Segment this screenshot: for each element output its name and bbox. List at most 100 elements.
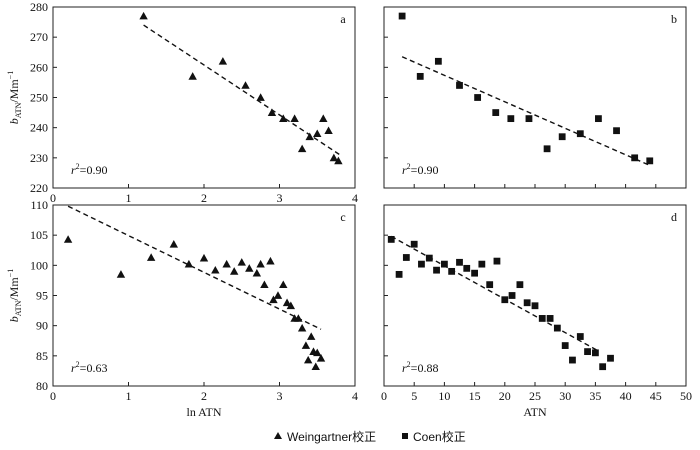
x-tick-label: 35	[589, 389, 601, 403]
data-point-triangle	[256, 259, 265, 268]
data-point-triangle	[260, 280, 269, 288]
data-point-square	[525, 115, 533, 123]
r-squared-label: r2=0.90	[402, 162, 438, 177]
panel-letter: a	[340, 12, 346, 26]
data-point-square	[561, 342, 569, 349]
data-point-triangle	[252, 268, 262, 277]
data-point-triangle	[273, 291, 283, 299]
data-point-square	[434, 57, 442, 65]
data-point-triangle	[237, 258, 246, 266]
data-point-square	[584, 348, 591, 356]
data-point-square	[646, 157, 654, 165]
data-point-square	[425, 254, 433, 262]
data-point-square	[433, 266, 440, 274]
panel-a: 0 1 2 3 4 220 230 240 250 260 270 280 a r2=0.90 bATN/M…	[6, 0, 358, 205]
fit-line	[390, 235, 599, 352]
x-tick-label: 0	[50, 191, 56, 205]
x-tick-label: 2	[201, 191, 207, 205]
data-point-triangle	[294, 314, 303, 322]
data-point-square	[531, 302, 539, 310]
data-point-triangle	[230, 267, 239, 275]
fit-line	[401, 56, 651, 167]
x-tick-label: 1	[126, 389, 132, 403]
data-point-triangle	[169, 240, 178, 248]
y-tick-label: 280	[30, 0, 48, 14]
data-point-triangle	[188, 72, 197, 80]
panel-c: 0 1 2 3 4 80 85 90 95 100 105 110 c r2=0.63 bATN/Mm−1 l…	[6, 198, 358, 419]
x-tick-label: 0	[381, 389, 387, 403]
y-tick-label: 95	[36, 289, 48, 303]
data-point-square	[576, 333, 584, 340]
data-point-square	[543, 145, 551, 153]
data-point-triangle	[319, 114, 328, 122]
x-tick-label: 50	[680, 389, 692, 403]
y-tick-label: 110	[30, 198, 48, 212]
data-point-triangle	[305, 132, 314, 141]
y-tick-label: 220	[30, 181, 48, 195]
data-point-square	[486, 281, 494, 289]
data-point-square	[613, 127, 620, 135]
data-point-square	[595, 115, 602, 123]
x-tick-label: 3	[277, 389, 283, 403]
y-tick-label: 260	[30, 60, 48, 74]
data-point-triangle	[218, 57, 228, 65]
y-tick-label: 105	[30, 228, 48, 242]
data-point-square	[492, 109, 500, 116]
data-point-square	[398, 12, 406, 20]
data-point-square	[456, 258, 463, 266]
r-squared-label: r2=0.90	[71, 162, 107, 177]
data-point-triangle	[184, 259, 194, 268]
data-point-square	[410, 240, 418, 248]
data-point-triangle	[286, 301, 296, 310]
x-tick-label: 2	[201, 389, 207, 403]
panel-letter: d	[671, 210, 677, 224]
x-axis-label: ATN	[523, 405, 547, 419]
x-tick-label: 25	[529, 389, 541, 403]
data-point-triangle	[63, 235, 73, 243]
plot-frame	[383, 6, 687, 189]
data-point-triangle	[297, 323, 307, 332]
data-point-square	[553, 324, 561, 332]
x-tick-label: 15	[469, 389, 481, 403]
fit-line	[143, 24, 341, 156]
data-point-triangle	[301, 341, 311, 349]
legend: Weingartner校正 Coen校正	[274, 429, 466, 444]
data-point-triangle	[297, 144, 307, 153]
r-squared-label: r2=0.63	[71, 360, 107, 375]
data-point-square	[599, 363, 607, 371]
data-point-triangle	[313, 129, 322, 138]
y-tick-label: 270	[30, 30, 48, 44]
data-point-square	[546, 315, 554, 322]
data-point-square	[493, 257, 501, 265]
x-tick-label: 1	[126, 191, 132, 205]
y-axis-label: bATN/Mm−1	[6, 71, 23, 124]
data-point-square	[631, 154, 639, 162]
data-point-triangle	[311, 362, 320, 371]
y-tick-label: 90	[36, 319, 48, 333]
data-point-triangle	[279, 280, 288, 288]
y-tick-label: 85	[36, 349, 48, 363]
data-point-triangle	[199, 253, 209, 262]
data-point-square	[402, 254, 410, 261]
data-point-square	[507, 115, 515, 123]
data-point-triangle	[303, 355, 313, 364]
x-tick-label: 40	[620, 389, 632, 403]
data-point-square	[558, 133, 566, 141]
data-point-triangle	[269, 295, 278, 304]
data-point-triangle	[316, 354, 326, 362]
data-point-square	[501, 296, 509, 304]
data-point-square	[538, 315, 546, 322]
y-tick-label: 230	[30, 151, 48, 165]
data-point-square	[516, 281, 524, 289]
data-point-square	[456, 82, 463, 89]
panel-letter: c	[340, 210, 345, 224]
data-point-triangle	[116, 270, 126, 278]
data-point-square	[569, 356, 576, 364]
data-point-square	[418, 260, 425, 268]
data-point-square	[607, 354, 614, 362]
plot-frame	[52, 6, 356, 189]
r-squared-label: r2=0.88	[402, 360, 438, 375]
y-tick-label: 100	[30, 258, 48, 272]
fit-line	[67, 205, 322, 330]
data-point-square	[448, 267, 456, 275]
